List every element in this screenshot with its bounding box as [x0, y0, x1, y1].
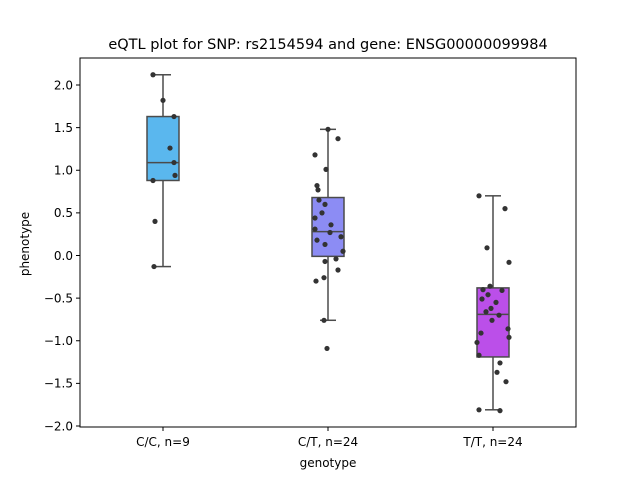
data-point [333, 256, 339, 262]
data-point [476, 407, 482, 413]
data-point [476, 193, 482, 199]
data-point [321, 317, 327, 323]
data-point [506, 259, 512, 265]
data-point [480, 287, 486, 293]
data-point [160, 97, 166, 103]
data-point [314, 182, 320, 189]
data-point [506, 334, 512, 340]
data-point [499, 287, 505, 294]
data-point [497, 408, 503, 414]
y-tick-label: 0.5 [54, 206, 73, 220]
data-point [322, 201, 328, 207]
data-point [478, 330, 484, 336]
data-point [315, 187, 321, 193]
x-tick-label: T/T, n=24 [462, 435, 522, 449]
data-point [314, 237, 320, 243]
data-point [321, 275, 327, 281]
box-iqr [311, 196, 345, 258]
data-point [476, 352, 482, 358]
data-point [316, 197, 322, 203]
data-point [493, 299, 499, 305]
y-tick-label: −2.0 [44, 419, 73, 433]
data-point [172, 172, 178, 178]
data-point [485, 292, 491, 298]
data-point [489, 317, 495, 323]
data-point [322, 258, 328, 265]
data-point [497, 360, 503, 366]
data-point [328, 222, 334, 228]
data-point [150, 72, 156, 78]
y-axis-label: phenotype [18, 212, 32, 276]
data-point [502, 206, 508, 212]
x-tick-label: C/C, n=9 [136, 435, 190, 449]
data-point [327, 229, 333, 236]
y-tick-label: −0.5 [44, 291, 73, 305]
data-point [319, 210, 325, 216]
data-point [503, 379, 509, 385]
data-point [487, 283, 493, 289]
data-point [340, 248, 346, 254]
y-tick-label: 0.0 [54, 249, 73, 263]
data-point [474, 339, 480, 346]
x-tick-label: C/T, n=24 [298, 435, 358, 449]
data-point [483, 309, 489, 315]
data-point [323, 166, 329, 172]
data-point [322, 241, 328, 248]
data-point [496, 312, 502, 318]
data-point [312, 152, 318, 158]
data-point [479, 296, 485, 302]
y-tick-label: 2.0 [54, 78, 73, 92]
data-point [171, 159, 177, 166]
data-point [152, 218, 158, 224]
data-point [488, 305, 494, 311]
y-tick-label: −1.0 [44, 334, 73, 348]
data-point [324, 345, 330, 352]
data-point [312, 226, 318, 232]
y-tick-label: 1.0 [54, 164, 73, 178]
data-point [312, 215, 318, 221]
box-iqr [146, 115, 180, 182]
data-point [171, 113, 177, 120]
x-axis-label: genotype [300, 456, 357, 470]
plot-area: 2.0 1.5 1.0 0.5 0.0 −0.5 −1.0 −1.5 −2.0 C/C, n=9 C… [44, 57, 577, 449]
data-point [313, 278, 319, 284]
data-point [151, 263, 157, 270]
data-point [150, 177, 156, 184]
data-point [338, 234, 344, 240]
y-tick-label: 1.5 [54, 121, 73, 135]
data-point [505, 326, 511, 332]
data-point [494, 369, 500, 375]
data-point [335, 136, 341, 142]
data-point [167, 145, 173, 151]
y-tick-label: −1.5 [44, 377, 73, 391]
data-point [325, 126, 331, 132]
data-point [335, 267, 341, 273]
data-point [484, 245, 490, 251]
chart-title: eQTL plot for SNP: rs2154594 and gene: E… [108, 37, 547, 53]
